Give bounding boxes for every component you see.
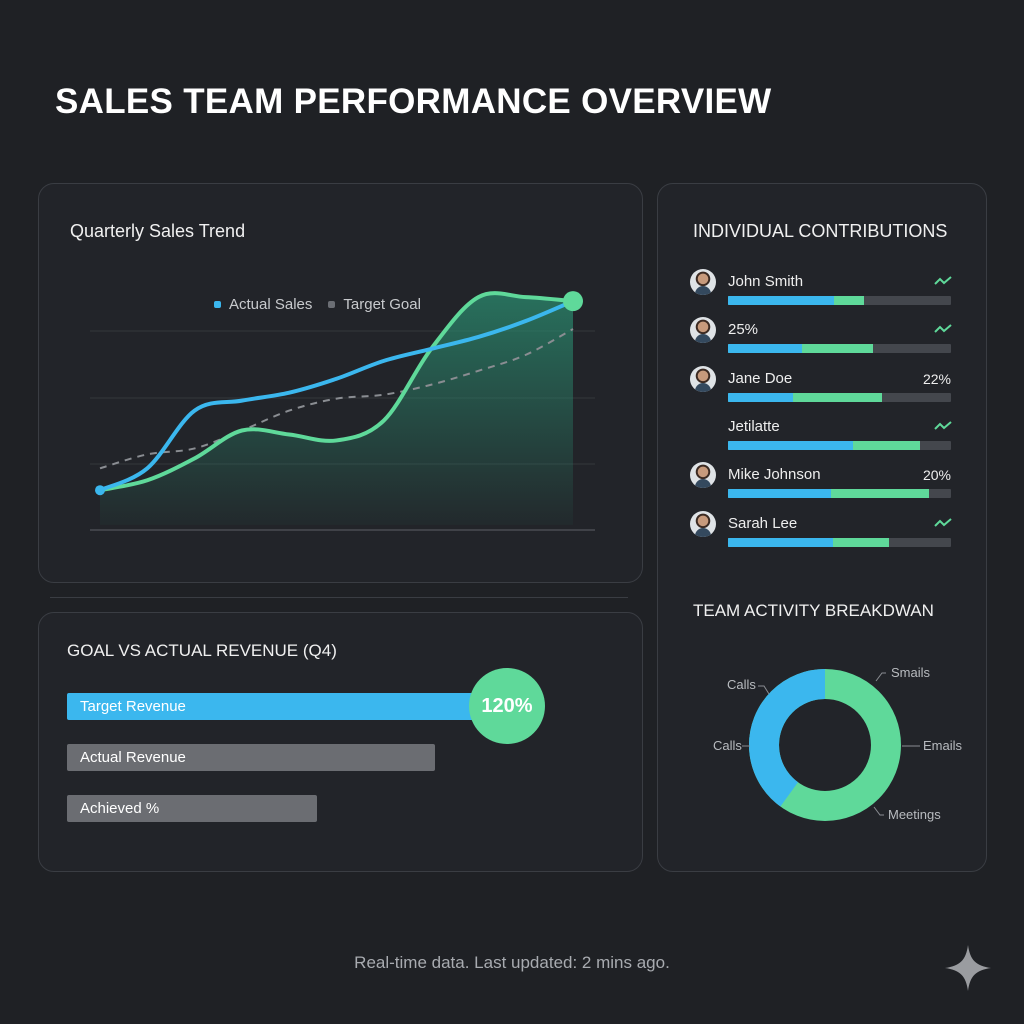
donut-label-emails: Emails <box>923 738 963 753</box>
end-point <box>563 291 583 312</box>
series-actual-sales <box>99 299 574 493</box>
bar-blue-segment <box>728 344 802 354</box>
series-target-goal <box>99 328 574 470</box>
donut-label-smails: Smails <box>891 665 931 680</box>
contribution-percent: 22% <box>922 370 951 387</box>
contribution-bar <box>728 489 951 499</box>
contributor-name: 25% <box>728 321 759 339</box>
trend-up-icon <box>934 517 952 527</box>
contributor-name: Jetilatte <box>728 417 780 435</box>
activity-donut <box>749 669 901 821</box>
actual-revenue-bar: Actual Revenue <box>67 744 435 771</box>
bar-blue-segment <box>728 296 834 305</box>
activity-title: TEAM ACTIVITY BREAKDWAN <box>693 601 934 620</box>
legend-actual-label: Actual Sales <box>229 296 313 313</box>
contribution-bar <box>728 440 951 450</box>
avatar <box>690 365 716 392</box>
avatar <box>690 462 716 489</box>
contributions-title: INDIVIDUAL CONTRIBUTIONS <box>693 221 948 241</box>
legend-target-swatch <box>328 301 336 308</box>
chart-legend: Actual Sales Target Goal <box>214 296 421 313</box>
contributor-name: Sarah Lee <box>728 514 798 532</box>
contribution-bar <box>728 392 951 402</box>
trend-up-icon <box>934 421 952 430</box>
bar-blue-segment <box>728 537 833 547</box>
revenue-card <box>38 612 643 872</box>
contributor-name: John Smith <box>728 273 804 290</box>
achievement-badge: 120% <box>469 668 545 744</box>
donut-label-calls-2: Calls <box>713 738 742 753</box>
revenue-title: GOAL VS ACTUAL REVENUE (Q4) <box>67 641 337 660</box>
sparkle-icon <box>945 945 991 991</box>
start-point <box>95 485 105 496</box>
contributor-name: Jane Doe <box>728 369 793 387</box>
avatar <box>690 510 716 537</box>
bar-blue-segment <box>728 440 853 450</box>
trend-up-icon <box>934 324 952 334</box>
trend-up-icon <box>934 276 952 285</box>
achieved-bar: Achieved % <box>67 795 317 822</box>
contribution-bar <box>728 537 951 547</box>
bar-green-segment <box>728 392 882 402</box>
bar-blue-segment <box>728 489 831 499</box>
sales-trend-title: Quarterly Sales Trend <box>70 221 246 241</box>
legend-target-label: Target Goal <box>343 296 421 313</box>
contribution-bar <box>728 296 951 305</box>
avatar <box>690 317 716 344</box>
contributor-name: Mike Johnson <box>728 466 821 484</box>
bar-blue-segment <box>728 392 793 402</box>
contribution-bar <box>728 344 951 354</box>
page-title: SALES TEAM PERFORMANCE OVERVIEW <box>55 82 772 121</box>
donut-label-calls-1: Calls <box>727 677 756 692</box>
last-updated-footer: Real-time data. Last updated: 2 mins ago… <box>354 953 670 972</box>
contribution-percent: 20% <box>922 467 951 484</box>
legend-actual-swatch <box>214 301 221 308</box>
divider <box>50 597 628 598</box>
avatar <box>690 269 716 295</box>
area-fill <box>100 293 573 525</box>
target-revenue-bar: Target Revenue <box>67 693 480 720</box>
series-actual-area-line <box>99 291 574 493</box>
donut-label-meetings: Meetings <box>888 807 941 822</box>
